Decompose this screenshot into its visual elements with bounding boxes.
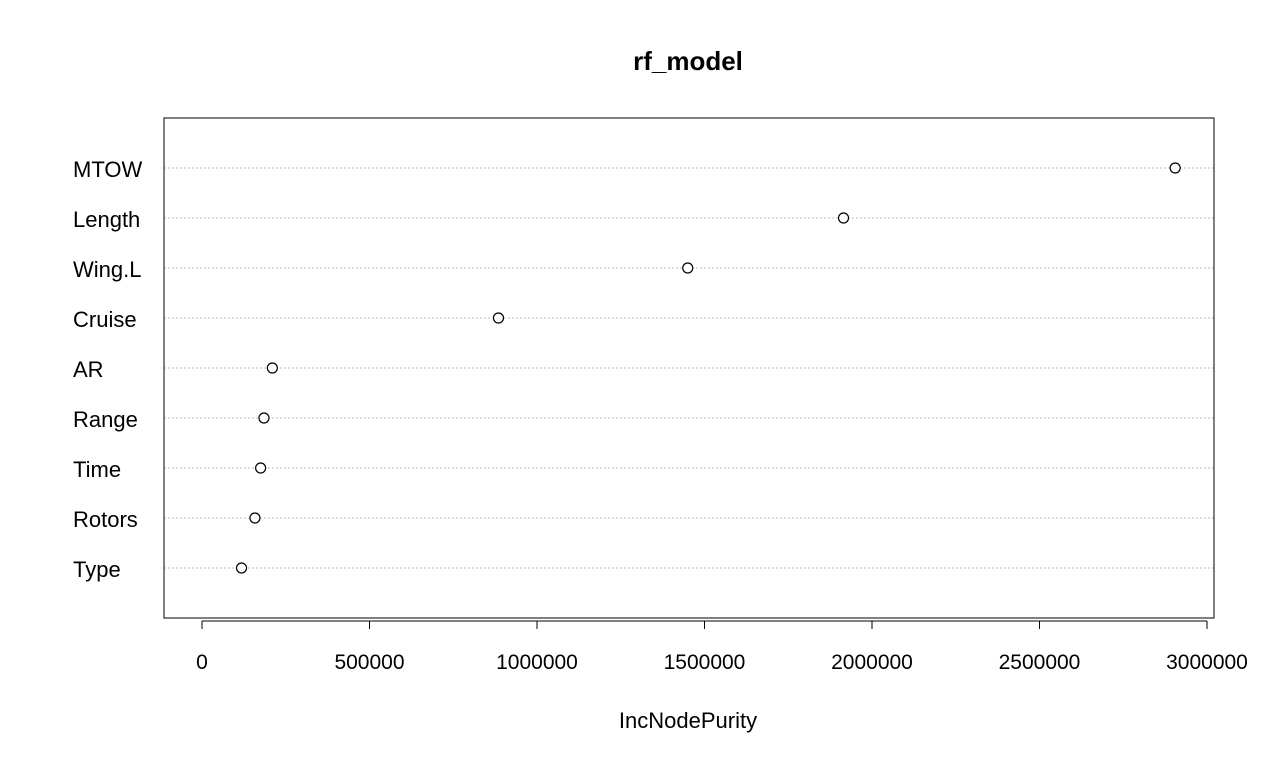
x-tick-label-6: 3000000 xyxy=(1166,651,1248,674)
data-point-wing-l xyxy=(682,262,694,274)
chart-title: rf_model xyxy=(633,46,743,76)
data-point-mtow xyxy=(1169,162,1181,174)
data-point-type xyxy=(235,562,248,574)
x-axis: 0 500000 1000000 1500000 2000000 2500000 30000… xyxy=(196,620,1248,674)
data-point-rotors xyxy=(249,512,261,524)
data-point-cruise xyxy=(492,312,505,324)
plot-frame xyxy=(163,117,1215,619)
data-point-range xyxy=(258,412,270,424)
category-label-time: Time xyxy=(73,457,121,482)
category-label-mtow: MTOW xyxy=(73,157,142,182)
data-point-ar xyxy=(266,362,278,374)
x-tick-label-1: 500000 xyxy=(334,651,404,674)
x-tick-label-2: 1000000 xyxy=(496,651,578,674)
data-point-length xyxy=(837,212,850,224)
data-point-time xyxy=(255,462,267,474)
category-label-cruise: Cruise xyxy=(73,307,137,332)
category-labels: MTOW Length Wing.L Cruise AR Range Time Rotors T… xyxy=(73,157,142,582)
gridlines xyxy=(164,167,1214,569)
x-tick-label-0: 0 xyxy=(196,651,208,674)
category-label-ar: AR xyxy=(73,357,104,382)
data-points xyxy=(235,162,1181,574)
category-label-wing-l: Wing.L xyxy=(73,257,141,282)
category-label-rotors: Rotors xyxy=(73,507,138,532)
x-tick-label-4: 2000000 xyxy=(831,651,913,674)
category-label-type: Type xyxy=(73,557,121,582)
x-tick-label-5: 2500000 xyxy=(999,651,1081,674)
x-axis-title: IncNodePurity xyxy=(619,708,757,733)
x-tick-label-3: 1500000 xyxy=(664,651,746,674)
category-label-range: Range xyxy=(73,407,138,432)
category-label-length: Length xyxy=(73,207,140,232)
